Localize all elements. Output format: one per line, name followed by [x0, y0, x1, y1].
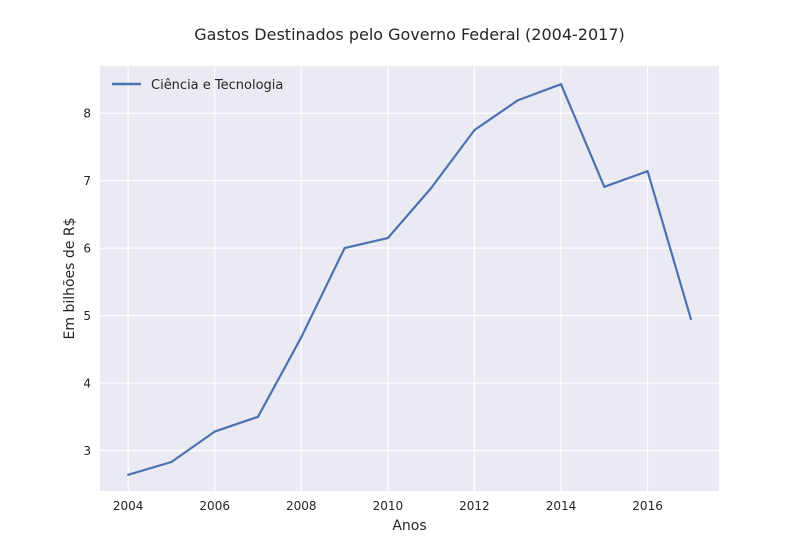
y-tick-label: 8 [83, 107, 91, 121]
data-point [127, 473, 130, 476]
y-tick-label: 4 [83, 377, 91, 391]
data-point [516, 99, 519, 102]
x-axis-label: Anos [392, 518, 426, 534]
legend: Ciência e Tecnologia [112, 78, 283, 93]
x-axis: 2004 2006 2008 2010 2012 2014 2016 [113, 499, 663, 513]
data-point [170, 460, 173, 464]
data-point [603, 185, 606, 188]
data-point [300, 336, 303, 339]
grid [100, 66, 719, 491]
y-tick-label: 7 [83, 174, 91, 188]
series-layer [127, 83, 692, 476]
y-axis: 3 4 5 6 7 8 [83, 107, 91, 458]
data-point [473, 128, 476, 132]
series-line [127, 83, 692, 476]
y-tick-label: 6 [83, 242, 91, 256]
data-point [386, 236, 389, 240]
x-tick-label: 2014 [546, 499, 577, 513]
plot-area [100, 66, 719, 491]
y-tick-label: 3 [83, 444, 91, 458]
data-point [256, 415, 260, 418]
x-tick-label: 2010 [373, 499, 404, 513]
legend-label: Ciência e Tecnologia [151, 78, 283, 93]
data-point [559, 83, 563, 86]
y-tick-label: 5 [83, 309, 91, 323]
data-point [213, 430, 216, 433]
x-tick-label: 2008 [286, 499, 317, 513]
data-point [343, 247, 346, 250]
x-tick-label: 2004 [113, 499, 144, 513]
data-point [646, 170, 649, 173]
x-tick-label: 2006 [199, 499, 230, 513]
x-tick-label: 2012 [459, 499, 490, 513]
y-axis-label: Em bilhões de R$ [62, 218, 78, 340]
x-tick-label: 2016 [632, 499, 663, 513]
data-point [430, 187, 433, 190]
chart-title: Gastos Destinados pelo Governo Federal (… [194, 25, 624, 44]
data-point [689, 317, 692, 321]
